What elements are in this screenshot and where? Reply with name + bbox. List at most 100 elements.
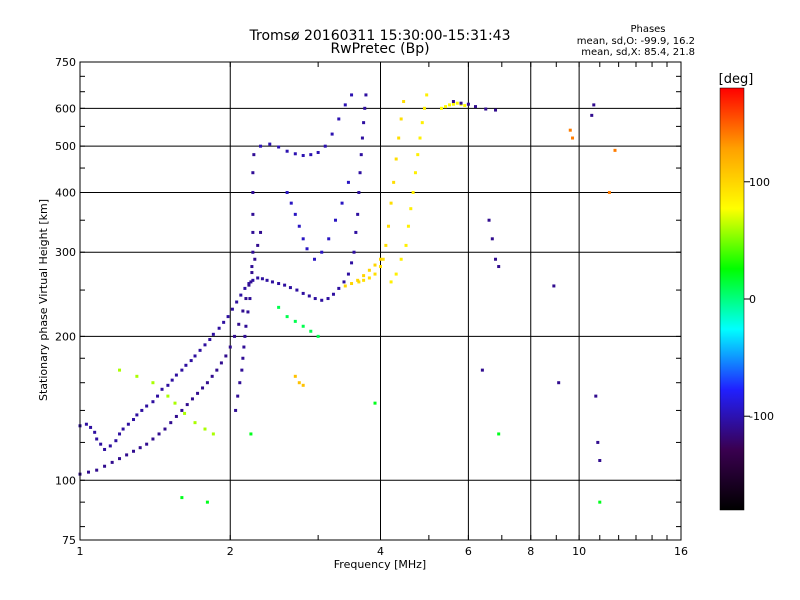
- data-point: [140, 408, 144, 412]
- data-point: [203, 427, 207, 431]
- data-point: [596, 440, 600, 444]
- data-point: [180, 368, 184, 372]
- data-point: [198, 348, 202, 352]
- data-point: [313, 297, 317, 301]
- data-point: [389, 201, 393, 205]
- data-point: [244, 324, 248, 328]
- data-point: [151, 400, 155, 404]
- chart-subtitle: RwPretec (Bp): [330, 41, 429, 57]
- x-tick-label: 6: [465, 545, 472, 558]
- data-point: [166, 394, 170, 398]
- data-point: [169, 421, 173, 425]
- data-point: [145, 442, 149, 446]
- data-point: [180, 496, 184, 500]
- data-point: [210, 374, 214, 378]
- chart-title: Tromsø 20160311 15:30:00-15:31:43: [249, 28, 511, 44]
- data-point: [193, 421, 197, 425]
- data-point: [342, 280, 346, 284]
- data-point: [243, 286, 247, 290]
- data-point: [251, 171, 255, 175]
- data-point: [205, 500, 209, 504]
- y-axis-label: Stationary phase Virtual Height [km]: [37, 199, 50, 401]
- y-tick-label: 100: [55, 474, 76, 487]
- data-point: [157, 432, 161, 436]
- data-point: [552, 284, 556, 288]
- data-point: [384, 243, 388, 247]
- data-point: [362, 274, 366, 278]
- data-point: [95, 437, 99, 441]
- data-point: [307, 294, 311, 298]
- data-point: [557, 381, 561, 385]
- data-point: [297, 381, 301, 385]
- data-point: [381, 257, 385, 261]
- data-point: [350, 261, 354, 265]
- data-point: [297, 224, 301, 228]
- data-point: [93, 430, 97, 434]
- x-tick-label: 2: [227, 545, 234, 558]
- data-point: [422, 106, 426, 110]
- data-point: [364, 93, 368, 97]
- data-point: [95, 468, 99, 472]
- data-point: [108, 444, 112, 448]
- data-point: [103, 464, 107, 468]
- data-point: [285, 149, 289, 153]
- data-point: [160, 387, 164, 391]
- data-point: [151, 437, 155, 441]
- y-tick-label: 300: [55, 246, 76, 259]
- data-point: [402, 100, 406, 104]
- data-point: [151, 381, 155, 385]
- stats-x-line: mean, sd,X: 85.4, 21.8: [581, 47, 695, 58]
- data-point: [598, 458, 602, 462]
- data-point: [166, 383, 170, 387]
- data-point: [219, 361, 223, 365]
- data-point: [337, 117, 341, 121]
- data-point: [205, 381, 209, 385]
- data-point: [326, 297, 330, 301]
- y-tick-label: 200: [55, 330, 76, 343]
- data-point: [250, 271, 254, 275]
- data-point: [208, 338, 212, 342]
- data-point: [490, 237, 494, 241]
- data-point: [356, 278, 360, 282]
- data-point: [494, 108, 498, 112]
- x-axis-label: Frequency [MHz]: [334, 558, 426, 571]
- data-point: [416, 153, 420, 157]
- data-point: [234, 408, 238, 412]
- data-point: [594, 394, 598, 398]
- data-point: [316, 150, 320, 154]
- y-tick-label: 750: [55, 56, 76, 69]
- data-point: [228, 345, 232, 349]
- data-point: [235, 300, 239, 304]
- data-point: [316, 334, 320, 338]
- data-point: [350, 282, 354, 286]
- data-point: [135, 413, 139, 417]
- data-point: [448, 103, 452, 107]
- data-point: [156, 394, 160, 398]
- data-point: [233, 334, 237, 338]
- data-point: [354, 230, 358, 234]
- data-point: [238, 381, 242, 385]
- data-point: [243, 334, 247, 338]
- data-point: [323, 144, 327, 148]
- data-point: [301, 383, 305, 387]
- data-point: [132, 418, 136, 422]
- data-point: [451, 100, 455, 104]
- y-tick-label: 75: [62, 534, 76, 547]
- data-point: [397, 136, 401, 140]
- data-point: [343, 284, 347, 288]
- data-point: [215, 368, 219, 372]
- data-point: [132, 449, 136, 453]
- data-point: [301, 154, 305, 158]
- data-point: [241, 309, 245, 313]
- x-tick-label: 10: [572, 545, 586, 558]
- data-point: [497, 432, 501, 436]
- data-point: [99, 442, 103, 446]
- data-point: [413, 171, 417, 175]
- stats-o-line: mean, sd,O: -99.9, 16.2: [577, 36, 695, 47]
- data-point: [170, 378, 174, 382]
- data-point: [253, 257, 257, 261]
- data-point: [89, 425, 93, 429]
- data-point: [425, 93, 429, 97]
- data-point: [203, 343, 207, 347]
- data-point: [440, 106, 444, 110]
